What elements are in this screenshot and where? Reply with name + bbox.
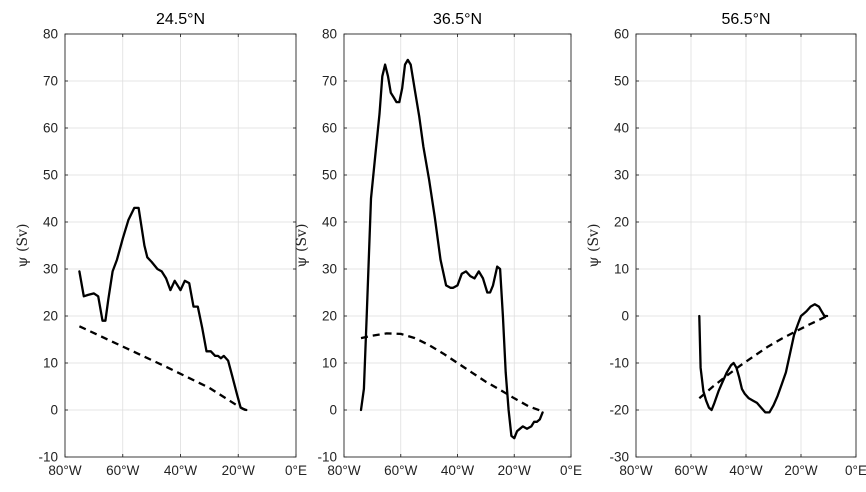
y-tick-label: 20 bbox=[43, 309, 58, 324]
x-tick-label: 80°W bbox=[327, 463, 360, 478]
x-tick-label: 20°W bbox=[222, 463, 255, 478]
y-tick-label: 30 bbox=[614, 168, 629, 183]
x-tick-label: 20°W bbox=[784, 463, 817, 478]
x-tick-label: 20°W bbox=[498, 463, 531, 478]
y-tick-label: 60 bbox=[322, 121, 337, 136]
y-axis-label: ψ (Sv) bbox=[294, 224, 310, 268]
y-tick-label: 80 bbox=[43, 27, 58, 42]
x-tick-label: 60°W bbox=[384, 463, 417, 478]
y-tick-label: -20 bbox=[609, 403, 629, 418]
y-tick-label: 10 bbox=[614, 262, 629, 277]
y-tick-label: 70 bbox=[322, 74, 337, 89]
y-tick-label: 80 bbox=[322, 27, 337, 42]
panel-title: 24.5°N bbox=[156, 11, 205, 28]
solid-series-line bbox=[698, 303, 829, 414]
x-tick-label: 80°W bbox=[619, 463, 652, 478]
y-tick-label: 0 bbox=[50, 403, 58, 418]
y-tick-label: 20 bbox=[614, 215, 629, 230]
y-tick-label: 10 bbox=[322, 356, 337, 371]
y-tick-label: 40 bbox=[322, 215, 337, 230]
y-tick-label: 40 bbox=[43, 215, 58, 230]
panel-title: 36.5°N bbox=[433, 11, 482, 28]
y-tick-label: 50 bbox=[43, 168, 58, 183]
x-tick-label: 0°E bbox=[285, 463, 307, 478]
x-tick-label: 0°E bbox=[845, 463, 866, 478]
y-tick-label: 10 bbox=[43, 356, 58, 371]
y-tick-label: 20 bbox=[322, 309, 337, 324]
x-tick-label: 40°W bbox=[441, 463, 474, 478]
y-tick-label: 60 bbox=[43, 121, 58, 136]
dashed-series-line bbox=[360, 332, 543, 413]
solid-series-line bbox=[359, 58, 544, 440]
y-tick-label: 50 bbox=[322, 168, 337, 183]
y-tick-label: 40 bbox=[614, 121, 629, 136]
x-tick-label: 60°W bbox=[674, 463, 707, 478]
solid-series-line bbox=[78, 206, 248, 412]
y-tick-label: 70 bbox=[43, 74, 58, 89]
y-tick-label: 60 bbox=[614, 27, 629, 42]
y-tick-label: 30 bbox=[43, 262, 58, 277]
y-tick-label: 0 bbox=[329, 403, 337, 418]
y-tick-label: -10 bbox=[38, 450, 58, 465]
x-tick-label: 40°W bbox=[729, 463, 762, 478]
x-tick-label: 60°W bbox=[106, 463, 139, 478]
y-tick-label: -10 bbox=[609, 356, 629, 371]
x-tick-label: 0°E bbox=[560, 463, 582, 478]
y-axis-label: ψ (Sv) bbox=[15, 224, 31, 268]
panel-36-5n: 80°W 60°W 40°W 20°W 0°E -10 0 10 20 30 40 50 60 70 80 3… bbox=[294, 11, 582, 478]
panel-56-5n: 80°W 60°W 40°W 20°W 0°E -30 -20 -10 0 10 20 30 40 50 6… bbox=[586, 11, 866, 478]
y-tick-label: 30 bbox=[322, 262, 337, 277]
x-tick-label: 40°W bbox=[164, 463, 197, 478]
y-axis-label: ψ (Sv) bbox=[586, 224, 602, 268]
dashed-series-line bbox=[78, 325, 247, 412]
dashed-series-line bbox=[698, 314, 828, 400]
panel-title: 56.5°N bbox=[721, 11, 770, 28]
y-tick-label: 0 bbox=[621, 309, 629, 324]
y-tick-label: -30 bbox=[609, 450, 629, 465]
y-tick-label: -10 bbox=[317, 450, 337, 465]
panel-24-5n: 80°W 60°W 40°W 20°W 0°E -10 0 10 20 30 40 50 60 70 80 2… bbox=[15, 11, 307, 478]
x-tick-label: 80°W bbox=[48, 463, 81, 478]
y-tick-label: 50 bbox=[614, 74, 629, 89]
